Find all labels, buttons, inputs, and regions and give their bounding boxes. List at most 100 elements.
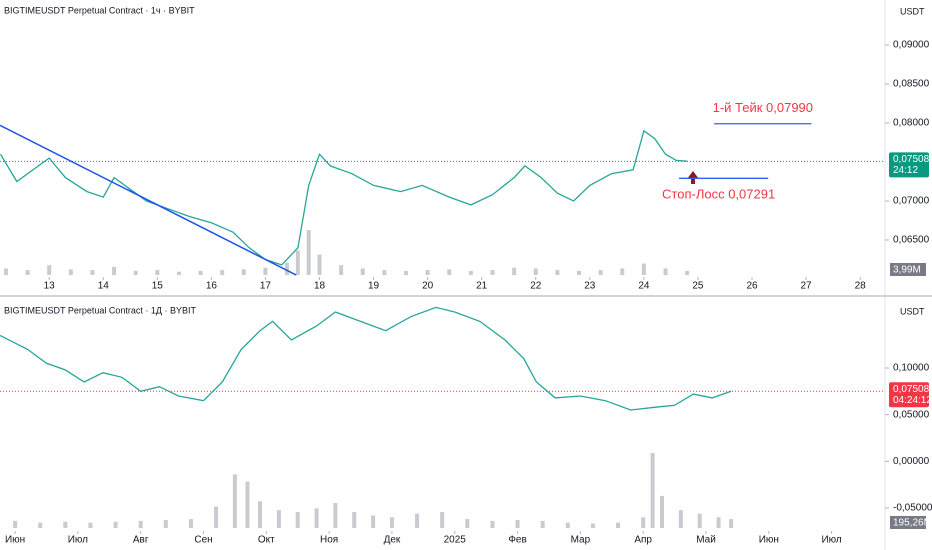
volume-bar bbox=[540, 520, 545, 528]
x-tick-label: 25 bbox=[692, 281, 704, 292]
x-tick-label: 23 bbox=[584, 281, 596, 292]
x-tick-label: 14 bbox=[98, 281, 110, 292]
volume-bar bbox=[616, 522, 621, 528]
y-tick-label: 0,05000 bbox=[893, 409, 930, 420]
x-tick-label: Окт bbox=[258, 535, 275, 546]
volume-bar bbox=[641, 517, 646, 528]
x-tick-label: 21 bbox=[476, 281, 488, 292]
x-tick-label: Апр bbox=[634, 535, 652, 546]
volume-bar bbox=[198, 270, 203, 275]
arrow-icon bbox=[687, 171, 699, 184]
volume-bar bbox=[188, 519, 193, 528]
volume-bar bbox=[133, 270, 138, 275]
x-tick-label: 22 bbox=[530, 281, 542, 292]
level-label: 1-й Тейк 0,07990 bbox=[713, 100, 813, 115]
volume-bar bbox=[47, 265, 52, 275]
x-tick-label: Июн bbox=[5, 535, 25, 546]
volume-bar bbox=[512, 267, 517, 275]
chart-title: BIGTIMEUSDT Perpetual Contract · 1ч · BY… bbox=[4, 5, 195, 15]
volume-bar bbox=[163, 519, 168, 528]
volume-bar bbox=[220, 270, 225, 275]
x-tick-label: Авг bbox=[133, 535, 149, 546]
volume-bar bbox=[155, 270, 160, 275]
volume-bar bbox=[729, 519, 734, 528]
volume-bar bbox=[382, 270, 387, 275]
volume-bar bbox=[306, 230, 311, 275]
volume-bar bbox=[176, 271, 181, 275]
volume-bar bbox=[716, 517, 721, 528]
volume-bar bbox=[447, 269, 452, 275]
volume-bar bbox=[697, 513, 702, 528]
x-tick-label: Фев bbox=[508, 535, 526, 546]
volume-bar bbox=[276, 510, 281, 528]
volume-bar bbox=[285, 262, 290, 275]
x-tick-label: 24 bbox=[638, 281, 650, 292]
volume-bar bbox=[565, 522, 570, 528]
y-tick-label: 0,00000 bbox=[893, 456, 930, 467]
x-tick-label: 2025 bbox=[444, 535, 467, 546]
x-tick-label: 13 bbox=[44, 281, 56, 292]
volume-bar bbox=[678, 510, 683, 528]
volume-label-box bbox=[890, 263, 926, 276]
volume-bar bbox=[465, 519, 470, 528]
volume-bar bbox=[138, 520, 143, 528]
volume-label-box bbox=[890, 516, 926, 529]
x-tick-label: 26 bbox=[746, 281, 758, 292]
volume-bar bbox=[641, 263, 646, 275]
volume-bar bbox=[660, 495, 665, 528]
volume-bar bbox=[490, 270, 495, 275]
x-tick-label: Ноя bbox=[320, 535, 338, 546]
x-tick-label: 15 bbox=[152, 281, 164, 292]
volume-bar bbox=[333, 503, 338, 528]
volume-bar bbox=[232, 474, 237, 528]
y-tick-label: 0,09000 bbox=[893, 40, 930, 51]
x-tick-label: Май bbox=[696, 535, 716, 546]
price-label: 0,07508 bbox=[893, 154, 930, 165]
volume-bar bbox=[339, 265, 344, 275]
volume-bar bbox=[577, 270, 582, 275]
volume-bar bbox=[352, 511, 357, 528]
y-tick-label: 0,08500 bbox=[893, 79, 930, 90]
volume-bar bbox=[533, 268, 538, 275]
volume-bar bbox=[245, 481, 250, 528]
volume-bar bbox=[68, 269, 73, 275]
volume-bar bbox=[468, 270, 473, 275]
x-tick-label: 19 bbox=[368, 281, 380, 292]
x-tick-label: 28 bbox=[855, 281, 867, 292]
volume-bar bbox=[620, 268, 625, 275]
axis-unit: USDT bbox=[900, 306, 925, 316]
volume-bar bbox=[88, 522, 93, 528]
volume-bar bbox=[590, 523, 595, 528]
volume-bar bbox=[371, 515, 376, 528]
volume-bar bbox=[113, 521, 118, 528]
volume-label: 3,99M bbox=[893, 265, 921, 276]
volume-bar bbox=[258, 501, 263, 528]
volume-bar bbox=[515, 519, 520, 528]
x-tick-label: 27 bbox=[801, 281, 813, 292]
volume-bar bbox=[490, 520, 495, 528]
price-countdown: 24:12 bbox=[893, 165, 918, 176]
volume-bar bbox=[598, 270, 603, 275]
volume-bar bbox=[425, 270, 430, 275]
volume-bar bbox=[241, 269, 246, 275]
volume-bar bbox=[38, 522, 43, 528]
y-tick-label: 0,06500 bbox=[893, 235, 930, 246]
volume-bar bbox=[404, 270, 409, 275]
volume-bar bbox=[63, 521, 68, 528]
y-tick-label: -0,05000 bbox=[893, 503, 932, 514]
chart-title: BIGTIMEUSDT Perpetual Contract · 1Д · BY… bbox=[4, 305, 196, 315]
volume-bar bbox=[263, 267, 268, 275]
price-label: 0,07508 bbox=[893, 384, 930, 395]
price-line bbox=[0, 129, 688, 266]
volume-bar bbox=[90, 270, 95, 275]
x-tick-label: 18 bbox=[314, 281, 326, 292]
volume-bar bbox=[13, 520, 18, 528]
y-tick-label: 0,10000 bbox=[893, 363, 930, 374]
x-tick-label: 20 bbox=[422, 281, 434, 292]
x-tick-label: Июл bbox=[68, 535, 88, 546]
volume-bar bbox=[112, 266, 117, 275]
volume-bar bbox=[295, 511, 300, 528]
volume-bar bbox=[415, 513, 420, 528]
